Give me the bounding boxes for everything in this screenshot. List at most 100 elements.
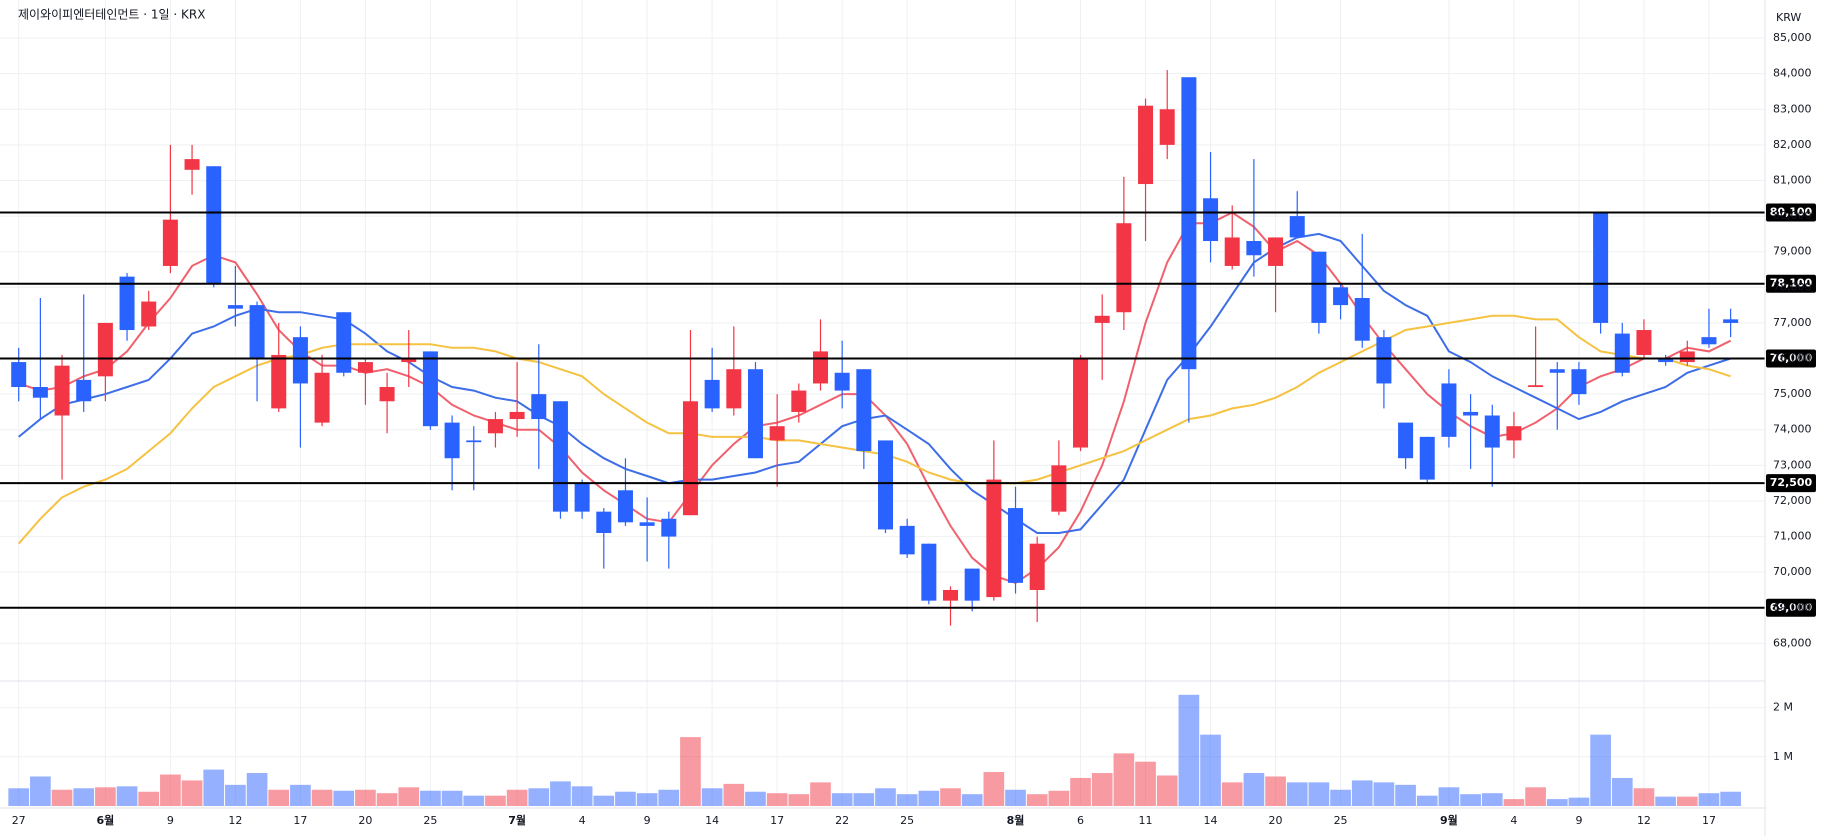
- volume-bar: [1135, 761, 1156, 806]
- y-tick-label: 79,000: [1773, 245, 1812, 258]
- candle-body: [1354, 297, 1370, 341]
- candle-body: [1311, 251, 1327, 323]
- candle-body: [119, 276, 135, 331]
- candle-body: [32, 387, 48, 398]
- volume-bar: [1590, 734, 1611, 806]
- candle-body: [1528, 385, 1544, 388]
- candle-body: [466, 440, 482, 443]
- candle-body: [401, 358, 417, 363]
- x-tick-label: 25: [900, 814, 914, 827]
- volume-bar: [1525, 787, 1546, 806]
- candle-body: [1333, 287, 1349, 306]
- y-tick-label: 80,000: [1773, 209, 1812, 222]
- candle-body: [249, 305, 265, 359]
- x-tick-label: 17: [1702, 814, 1716, 827]
- volume-bar: [918, 790, 940, 806]
- volume-bar: [550, 781, 571, 806]
- candle-body: [1484, 415, 1500, 448]
- y-tick-label: 85,000: [1773, 31, 1812, 44]
- volume-bar: [441, 790, 463, 806]
- candle-body: [1506, 426, 1522, 441]
- volume-bar: [1373, 782, 1395, 806]
- candle-body: [141, 301, 157, 327]
- volume-bar: [1308, 782, 1330, 806]
- volume-bar: [615, 791, 636, 806]
- volume-tick-label: 1 M: [1773, 750, 1793, 763]
- volume-bar: [463, 795, 485, 806]
- volume-bar: [420, 790, 441, 806]
- candle-body: [1073, 358, 1089, 448]
- level-label: 69,000: [1770, 601, 1813, 614]
- candle-body: [747, 369, 763, 459]
- candle-body: [1159, 109, 1175, 145]
- volume-bar: [1265, 776, 1286, 806]
- candle-body: [422, 351, 438, 427]
- currency-label: KRW: [1776, 11, 1801, 24]
- grid: [0, 0, 1765, 806]
- x-tick-label: 6: [1077, 814, 1084, 827]
- volume-bar: [1156, 775, 1178, 806]
- candle-body: [1246, 241, 1262, 256]
- volume-bar: [680, 737, 701, 806]
- x-tick-label: 17: [293, 814, 307, 827]
- candle-body: [704, 379, 720, 409]
- volume-bar: [311, 789, 333, 806]
- candle-body: [162, 219, 178, 266]
- candle-body: [1203, 198, 1219, 242]
- candle-body: [11, 362, 27, 388]
- y-tick-label: 71,000: [1773, 530, 1812, 543]
- volume-bar: [636, 793, 658, 806]
- volume-bar: [1611, 777, 1633, 806]
- level-label-box: [1766, 274, 1816, 293]
- volume-bar: [593, 795, 615, 806]
- candle-body: [791, 390, 807, 412]
- volume-bar: [528, 788, 550, 806]
- level-label-box: [1766, 203, 1816, 222]
- x-tick-label: 7월: [508, 813, 526, 827]
- volume-bar: [1633, 788, 1655, 806]
- candles: [11, 70, 1739, 626]
- y-tick-label: 78,000: [1773, 280, 1812, 293]
- candle-body: [1701, 337, 1717, 345]
- x-tick-label: 8월: [1007, 813, 1025, 827]
- y-tick-label: 74,000: [1773, 423, 1812, 436]
- volume-bar: [831, 793, 853, 806]
- candle-body: [271, 354, 287, 409]
- x-tick-label: 9: [1575, 814, 1582, 827]
- candle-body: [1679, 351, 1695, 363]
- volume-bar: [1481, 793, 1503, 806]
- volume-bar: [571, 786, 593, 806]
- volume-bar: [51, 789, 73, 806]
- x-tick-label: 17: [770, 814, 784, 827]
- candle-body: [552, 401, 568, 512]
- candle-body: [184, 159, 200, 170]
- volume-bar: [701, 788, 723, 806]
- candle-body: [596, 511, 612, 534]
- volume-bar: [376, 793, 398, 806]
- volume-bar: [30, 776, 51, 806]
- volume-bar: [1676, 796, 1698, 806]
- candle-body: [379, 387, 395, 402]
- x-tick-label: 4: [579, 814, 586, 827]
- candle-body: [1658, 358, 1674, 363]
- level-label: 72,500: [1770, 476, 1813, 489]
- y-tick-label: 77,000: [1773, 316, 1812, 329]
- x-tick-label: 9: [167, 814, 174, 827]
- candle-body: [812, 351, 828, 384]
- y-tick-label: 82,000: [1773, 138, 1812, 151]
- volume-bar: [290, 784, 311, 806]
- y-tick-label: 70,000: [1773, 565, 1812, 578]
- volume-bar: [1546, 799, 1568, 806]
- candle-body: [1376, 337, 1392, 384]
- x-tick-label: 12: [1637, 814, 1651, 827]
- x-tick-label: 20: [1269, 814, 1283, 827]
- x-tick-label: 9월: [1440, 813, 1458, 827]
- candle-body: [487, 419, 503, 434]
- x-tick-label: 14: [1204, 814, 1218, 827]
- volume-bar: [1048, 790, 1070, 806]
- candle-body: [834, 372, 850, 391]
- candle-body: [531, 394, 547, 420]
- volume-bar: [203, 769, 225, 806]
- volume-bar: [1243, 773, 1265, 806]
